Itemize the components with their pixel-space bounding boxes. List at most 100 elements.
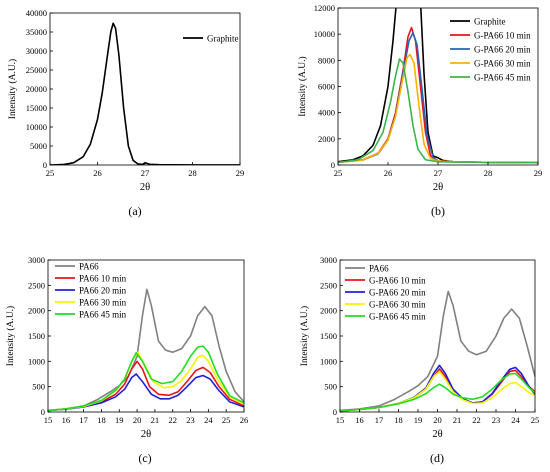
y-tick-label: 1000	[28, 356, 45, 366]
y-tick-label: 12000	[314, 3, 335, 13]
x-tick-label: 25	[46, 168, 55, 178]
legend-label: PA66	[369, 264, 389, 274]
x-tick-label: 16	[355, 415, 364, 425]
x-tick-label: 28	[484, 168, 493, 178]
y-tick-label: 500	[32, 382, 45, 392]
x-tick-label: 25	[222, 415, 231, 425]
chart-panel-a: 25 26 27 28 29 0 5000 10000 15000 20000 25000 30000…	[7, 8, 244, 218]
legend-label: G-PA66 10 min	[474, 31, 531, 41]
series-line-1	[50, 22, 240, 165]
x-tick-label: 26	[240, 415, 249, 425]
y-tick-label: 0	[333, 407, 337, 417]
y-axis-label: Intensity (A.U.)	[297, 56, 308, 116]
x-tick-label: 26	[384, 168, 393, 178]
series-line-5	[338, 58, 538, 164]
y-tick-label: 2500	[320, 280, 337, 290]
x-tick-label: 29	[236, 168, 245, 178]
legend-label: Graphite	[207, 34, 239, 44]
x-axis-label: 2θ	[433, 182, 443, 193]
y-tick-label: 20000	[26, 84, 47, 94]
y-tick-label: 35000	[26, 27, 47, 37]
panel-label: (d)	[430, 451, 444, 465]
legend-label: G-PA66 45 min	[474, 73, 531, 83]
legend: PA66 G-PA66 10 min G-PA66 20 min G-PA66 30 …	[345, 264, 426, 322]
x-tick-label: 17	[375, 415, 384, 425]
y-tick-label: 1500	[28, 331, 45, 341]
x-tick-label: 27	[141, 168, 150, 178]
y-axis-label: Intensity (A.U.)	[7, 59, 18, 119]
y-tick-label: 4000	[318, 108, 335, 118]
legend-label: PA66	[79, 262, 99, 272]
y-tick-label: 15000	[26, 103, 47, 113]
y-tick-label: 0	[41, 407, 45, 417]
plot-frame	[47, 259, 245, 413]
x-axis-label: 2θ	[140, 182, 150, 193]
y-axis-label: Intensity (A.U.)	[299, 306, 310, 366]
series-line-2	[48, 360, 244, 412]
series-line-1	[48, 288, 244, 412]
x-tick-label: 19	[414, 415, 423, 425]
chart-panel-c: 15 16 17 18 19 20 21 22 23 24 25 26 0 500 1000 1500 2000…	[5, 255, 248, 465]
legend-label: G-PA66 45 min	[369, 312, 426, 322]
y-axis-label: Intensity (A.U.)	[5, 306, 16, 366]
x-tick-label: 21	[151, 415, 160, 425]
y-tick-label: 2000	[320, 306, 337, 316]
x-tick-label: 15	[336, 415, 345, 425]
y-tick-label: 1000	[320, 356, 337, 366]
series-line-5	[48, 345, 244, 412]
y-tick-label: 10000	[26, 122, 47, 132]
legend: Graphite	[183, 34, 239, 44]
x-axis-label: 2θ	[432, 429, 442, 440]
legend-label: G-PA66 30 min	[474, 59, 531, 69]
legend-label: G-PA66 30 min	[369, 300, 426, 310]
y-tick-label: 2000	[28, 306, 45, 316]
x-tick-label: 23	[492, 415, 501, 425]
legend: PA66 PA66 10 min PA66 20 min PA66 30 min PA6…	[55, 262, 127, 320]
x-tick-label: 23	[186, 415, 195, 425]
x-tick-label: 16	[62, 415, 71, 425]
x-tick-label: 28	[188, 168, 197, 178]
x-tick-label: 20	[133, 415, 142, 425]
y-tick-label: 1500	[320, 331, 337, 341]
x-tick-label: 21	[453, 415, 462, 425]
y-tick-label: 0	[331, 160, 335, 170]
x-tick-label: 22	[168, 415, 177, 425]
y-tick-label: 25000	[26, 65, 47, 75]
y-tick-label: 8000	[318, 55, 335, 65]
x-tick-label: 26	[93, 168, 102, 178]
legend-label: PA66 10 min	[79, 274, 127, 284]
legend-label: G-PA66 20 min	[474, 45, 531, 55]
panel-label: (b)	[431, 204, 445, 218]
x-tick-label: 29	[534, 168, 543, 178]
legend-label: Graphite	[474, 17, 506, 27]
x-tick-label: 24	[511, 415, 520, 425]
legend-label: G-PA66 20 min	[369, 288, 426, 298]
x-tick-label: 19	[115, 415, 124, 425]
y-tick-label: 5000	[30, 141, 47, 151]
y-tick-label: 10000	[314, 29, 335, 39]
series-line-5	[340, 372, 535, 412]
x-tick-label: 27	[434, 168, 443, 178]
legend-label: PA66 45 min	[79, 310, 127, 320]
y-tick-label: 3000	[28, 255, 45, 265]
y-tick-label: 500	[324, 382, 337, 392]
legend-label: G-PA66 10 min	[369, 276, 426, 286]
legend-label: PA66 20 min	[79, 286, 127, 296]
y-tick-label: 2500	[28, 280, 45, 290]
series-line-4	[338, 53, 538, 164]
x-tick-label: 18	[97, 415, 106, 425]
y-tick-label: 2000	[318, 134, 335, 144]
y-tick-label: 3000	[320, 255, 337, 265]
panel-label: (c)	[138, 451, 151, 465]
chart-panel-d: 15 16 17 18 19 20 21 22 23 24 25 0 500 1000 1500 2000 25…	[299, 255, 539, 465]
y-tick-label: 30000	[26, 46, 47, 56]
x-tick-label: 22	[472, 415, 481, 425]
x-tick-label: 15	[44, 415, 53, 425]
x-tick-label: 25	[334, 168, 343, 178]
y-tick-label: 6000	[318, 82, 335, 92]
x-tick-label: 18	[394, 415, 403, 425]
series-line-4	[48, 351, 244, 412]
x-tick-label: 17	[79, 415, 88, 425]
x-tick-label: 25	[531, 415, 540, 425]
